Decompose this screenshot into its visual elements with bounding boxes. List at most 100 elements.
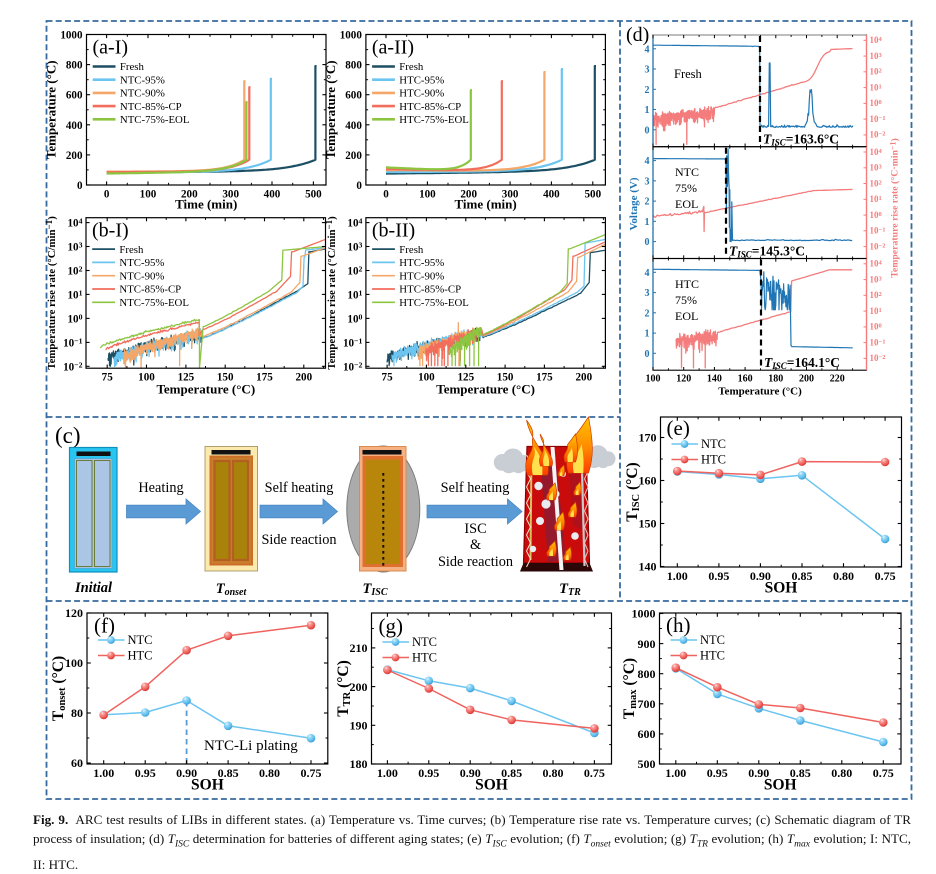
- svg-text:10−2: 10−2: [870, 353, 886, 363]
- svg-text:0: 0: [356, 180, 362, 192]
- svg-text:Initial: Initial: [74, 580, 112, 596]
- svg-text:2: 2: [645, 308, 650, 319]
- svg-text:100: 100: [65, 656, 83, 670]
- svg-text:200: 200: [295, 372, 312, 384]
- svg-text:1: 1: [645, 329, 650, 340]
- svg-text:TTR (°C): TTR (°C): [335, 660, 353, 717]
- svg-text:0.90: 0.90: [750, 569, 771, 583]
- svg-text:700: 700: [638, 697, 656, 711]
- svg-text:EOL: EOL: [675, 309, 698, 323]
- svg-text:HTC: HTC: [675, 277, 699, 291]
- svg-text:SOH: SOH: [475, 777, 508, 794]
- svg-text:(c): (c): [55, 423, 81, 448]
- svg-text:NTC-85%-CP: NTC-85%-CP: [119, 284, 181, 296]
- svg-text:&: &: [470, 537, 481, 553]
- svg-text:100: 100: [140, 189, 157, 201]
- svg-text:150: 150: [639, 517, 657, 531]
- svg-text:200: 200: [66, 150, 83, 162]
- svg-text:NTC: NTC: [700, 633, 725, 647]
- svg-text:NTC: NTC: [701, 437, 726, 451]
- svg-text:Temperature (°C): Temperature (°C): [718, 386, 802, 398]
- svg-text:TISC=164.1°C: TISC=164.1°C: [764, 355, 840, 371]
- svg-text:Temperature rise rate (°C/min−: Temperature rise rate (°C/min−1): [44, 216, 58, 370]
- svg-text:NTC-75%-EOL: NTC-75%-EOL: [120, 114, 190, 126]
- svg-text:103: 103: [347, 241, 362, 254]
- svg-text:NTC-85%-CP: NTC-85%-CP: [120, 101, 182, 113]
- svg-text:Fresh: Fresh: [120, 61, 145, 73]
- svg-text:500: 500: [305, 189, 322, 201]
- svg-text:100: 100: [870, 98, 882, 108]
- svg-text:SOH: SOH: [191, 777, 224, 794]
- svg-text:0.85: 0.85: [790, 766, 811, 780]
- svg-text:0: 0: [645, 125, 650, 136]
- svg-text:10−2: 10−2: [63, 361, 83, 374]
- svg-text:HTC-85%-CP: HTC-85%-CP: [399, 284, 461, 296]
- svg-text:0.90: 0.90: [748, 766, 769, 780]
- svg-text:Temperature rise rate (°C·min−: Temperature rise rate (°C·min−1): [888, 138, 900, 278]
- svg-text:101: 101: [68, 289, 83, 302]
- svg-text:120: 120: [676, 374, 691, 385]
- svg-text:HTC-85%-CP: HTC-85%-CP: [399, 101, 461, 113]
- svg-text:0.80: 0.80: [831, 766, 852, 780]
- svg-text:0: 0: [77, 180, 83, 192]
- svg-text:Fresh: Fresh: [399, 244, 424, 256]
- svg-text:210: 210: [350, 641, 368, 655]
- svg-text:NTC-95%: NTC-95%: [120, 74, 165, 86]
- svg-text:180: 180: [350, 757, 368, 771]
- svg-text:103: 103: [870, 274, 883, 284]
- svg-text:140: 140: [639, 560, 657, 574]
- svg-text:NTC: NTC: [128, 633, 153, 647]
- svg-text:0.95: 0.95: [707, 766, 728, 780]
- svg-text:200: 200: [350, 680, 368, 694]
- svg-text:101: 101: [870, 306, 882, 316]
- svg-text:NTC-75%-EOL: NTC-75%-EOL: [119, 297, 189, 309]
- svg-text:104: 104: [870, 259, 883, 269]
- svg-text:0.95: 0.95: [418, 766, 439, 780]
- svg-text:140: 140: [707, 374, 722, 385]
- svg-text:Temperature (°C): Temperature (°C): [156, 382, 255, 397]
- svg-text:Voltage (V): Voltage (V): [628, 177, 640, 230]
- svg-text:0.85: 0.85: [501, 766, 522, 780]
- svg-text:10−2: 10−2: [870, 130, 886, 140]
- svg-text:10−2: 10−2: [343, 361, 363, 374]
- svg-text:100: 100: [418, 372, 435, 384]
- svg-text:120: 120: [65, 606, 83, 620]
- svg-text:125: 125: [457, 372, 474, 384]
- svg-text:100: 100: [138, 372, 155, 384]
- svg-text:Time (min): Time (min): [454, 197, 516, 212]
- svg-text:Side reaction: Side reaction: [438, 554, 513, 570]
- svg-text:3: 3: [645, 288, 650, 299]
- svg-text:Temperature (°C): Temperature (°C): [44, 60, 59, 159]
- svg-text:103: 103: [68, 241, 83, 254]
- svg-text:100: 100: [646, 374, 661, 385]
- svg-text:500: 500: [584, 189, 601, 201]
- svg-text:1: 1: [645, 105, 650, 116]
- svg-text:800: 800: [638, 667, 656, 681]
- svg-text:1.00: 1.00: [665, 766, 686, 780]
- svg-text:0.80: 0.80: [259, 766, 280, 780]
- svg-text:200: 200: [460, 189, 477, 201]
- svg-text:1.00: 1.00: [377, 766, 398, 780]
- svg-text:HTC-90%: HTC-90%: [399, 88, 444, 100]
- svg-text:Tonset: Tonset: [216, 581, 248, 598]
- svg-text:600: 600: [638, 727, 656, 741]
- svg-text:(a-I): (a-I): [93, 37, 129, 59]
- svg-text:103: 103: [870, 163, 883, 173]
- svg-text:2: 2: [645, 197, 650, 208]
- svg-text:102: 102: [870, 290, 882, 300]
- svg-text:1.00: 1.00: [667, 569, 688, 583]
- svg-text:102: 102: [347, 265, 362, 278]
- svg-text:(h): (h): [666, 613, 691, 637]
- svg-text:Temperature (°C): Temperature (°C): [436, 382, 535, 397]
- svg-text:100: 100: [347, 313, 362, 326]
- svg-text:0.75: 0.75: [584, 766, 605, 780]
- svg-text:HTC-95%: HTC-95%: [399, 74, 444, 86]
- svg-text:SOH: SOH: [764, 777, 797, 794]
- svg-text:4: 4: [645, 268, 650, 279]
- svg-text:200: 200: [575, 372, 592, 384]
- svg-text:1.00: 1.00: [93, 766, 114, 780]
- svg-text:ISC: ISC: [464, 521, 486, 537]
- svg-text:0: 0: [104, 189, 110, 201]
- svg-text:4: 4: [645, 44, 650, 55]
- svg-text:Temperature (°C): Temperature (°C): [323, 60, 338, 159]
